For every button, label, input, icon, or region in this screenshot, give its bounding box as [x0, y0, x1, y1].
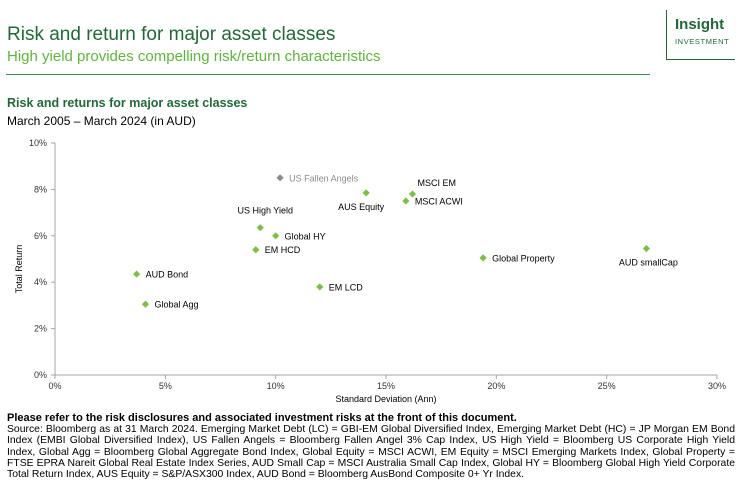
scatter-chart: 0% 5% 10% 15% 20% 25% 30% 0% 2% 4% 6% 8% 10% Standard… — [14, 138, 726, 404]
y-axis-title: Total Return — [14, 245, 24, 294]
x-tick-label: 20% — [487, 381, 505, 391]
data-point-marker — [316, 283, 324, 291]
risk-disclaimer: Please refer to the risk disclosures and… — [7, 412, 517, 424]
x-tick-label: 10% — [267, 381, 285, 391]
data-point-label: EM HCD — [265, 245, 301, 255]
y-tick-label: 10% — [29, 138, 47, 148]
y-tick-label: 4% — [34, 277, 47, 287]
data-point-label: Global HY — [285, 231, 326, 241]
data-point-marker — [276, 174, 284, 182]
data-point-marker — [272, 232, 280, 240]
logo-word: Insight — [675, 16, 725, 33]
data-point-marker — [402, 197, 410, 205]
data-point-marker — [642, 244, 650, 253]
data-point-label: AUS Equity — [338, 202, 385, 212]
insight-investment-logo: Insight INVESTMENT — [666, 10, 735, 60]
y-tick-label: 2% — [34, 324, 47, 334]
x-tick-label: 15% — [377, 381, 395, 391]
chart-subtitle: March 2005 – March 2024 (in AUD) — [7, 114, 196, 128]
data-point-label: MSCI ACWI — [415, 197, 463, 207]
y-tick-label: 0% — [34, 370, 47, 380]
data-point-label: AUD smallCap — [619, 258, 678, 268]
source-note: Source: Bloomberg as at 31 March 2024. E… — [7, 424, 735, 481]
data-point-label: US Fallen Angels — [289, 173, 359, 183]
x-axis-title: Standard Deviation (Ann) — [335, 394, 436, 404]
chart-title: Risk and returns for major asset classes — [7, 96, 248, 110]
data-point-label: MSCI EM — [417, 178, 456, 188]
x-tick-label: 0% — [48, 381, 61, 391]
x-tick-label: 5% — [159, 381, 172, 391]
y-tick-label: 6% — [34, 231, 47, 241]
data-point-label: Global Agg — [154, 300, 198, 310]
logo-subtext: INVESTMENT — [675, 37, 730, 46]
data-point-marker — [133, 270, 141, 278]
data-point-label: EM LCD — [329, 282, 364, 292]
data-point-marker — [479, 254, 487, 262]
page-title: Risk and return for major asset classes — [7, 24, 336, 45]
footnotes: Please refer to the risk disclosures and… — [7, 412, 735, 480]
data-point-label: AUD Bond — [146, 270, 189, 280]
x-tick-label: 30% — [708, 381, 726, 391]
header-divider — [6, 74, 650, 75]
data-point-marker — [408, 190, 417, 198]
data-point-marker — [141, 300, 150, 308]
data-point-marker — [256, 224, 264, 232]
data-point-marker — [362, 189, 370, 197]
data-point-label: Global Property — [492, 253, 555, 263]
data-point-label: US High Yield — [237, 206, 293, 216]
data-point-marker — [252, 246, 260, 254]
y-tick-label: 8% — [34, 184, 47, 194]
page-subtitle: High yield provides compelling risk/retu… — [7, 48, 381, 65]
x-tick-label: 25% — [598, 381, 616, 391]
